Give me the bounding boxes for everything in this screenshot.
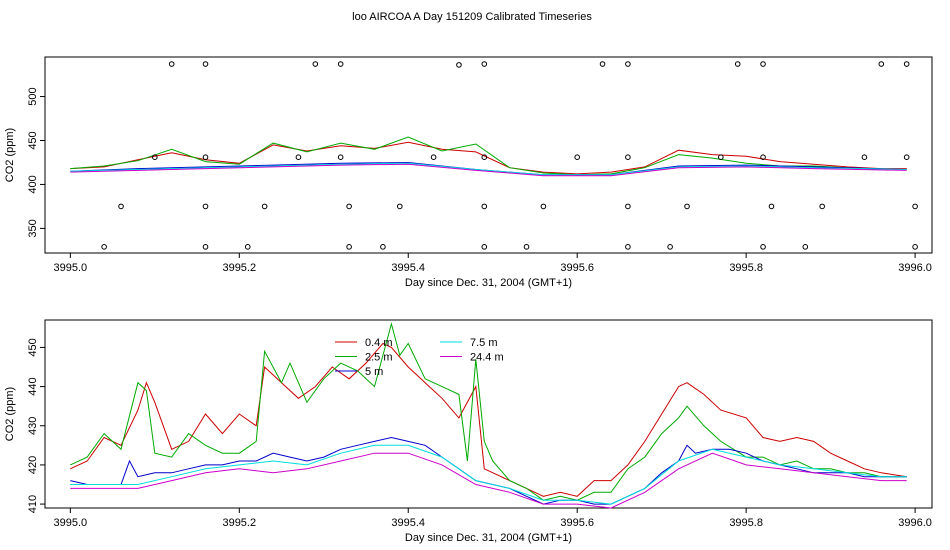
data-point (380, 244, 386, 250)
data-point (760, 61, 766, 67)
data-point (878, 61, 885, 67)
data-point (540, 203, 547, 210)
data-point (903, 61, 910, 67)
data-point (734, 61, 741, 67)
data-point (261, 203, 268, 210)
x-axis-label: Day since Dec. 31, 2004 (GMT+1) (405, 532, 572, 544)
data-point (481, 203, 488, 210)
y-tick-label: 440 (27, 377, 39, 395)
x-tick-label: 3995.8 (729, 262, 763, 274)
data-point (718, 154, 724, 160)
series-line-2-5-m (70, 321, 907, 501)
data-point (118, 203, 124, 210)
data-point (346, 203, 352, 210)
data-point (295, 154, 302, 160)
data-point (684, 203, 690, 210)
figure-title: loo AIRCOA A Day 151209 Calibrated Times… (352, 11, 592, 23)
data-point (430, 154, 437, 160)
data-point (481, 154, 488, 160)
series-line-7-5-m (70, 444, 907, 505)
data-point (625, 61, 631, 67)
x-tick-label: 3996.0 (898, 262, 932, 274)
series-line-4 (70, 163, 907, 177)
data-point (481, 244, 488, 250)
x-tick-label: 3995.2 (222, 517, 256, 529)
y-tick-label: 400 (27, 175, 39, 193)
data-point (574, 154, 581, 160)
data-point (152, 154, 158, 160)
data-point (625, 154, 631, 160)
data-point (456, 62, 462, 68)
data-point (819, 203, 825, 210)
x-tick-label: 3995.6 (560, 262, 594, 274)
y-axis-label: CO2 (ppm) (4, 128, 16, 182)
x-tick-label: 3995.0 (54, 517, 88, 529)
data-point (861, 154, 868, 160)
data-point (802, 244, 809, 250)
plot-frame (44, 319, 933, 509)
data-point (312, 61, 319, 67)
series-line-0-4-m (70, 342, 907, 497)
y-axis-label: CO2 (ppm) (4, 387, 16, 441)
y-tick-label: 450 (27, 338, 39, 356)
data-point (244, 244, 251, 250)
data-point (625, 203, 631, 210)
x-tick-label: 3995.6 (560, 517, 594, 529)
data-point (202, 244, 209, 250)
x-tick-label: 3995.2 (222, 262, 256, 274)
data-point (337, 61, 344, 67)
series-line-3 (70, 162, 907, 176)
data-point (760, 154, 766, 160)
data-point (202, 154, 209, 160)
bottom-panel-lines: 3995.0 3995.2 3995.4 3995.6 3995.8 3996.0 410 4… (4, 319, 933, 544)
legend-label: 24.4 m (470, 352, 504, 364)
data-point (481, 61, 488, 67)
x-axis-label: Day since Dec. 31, 2004 (GMT+1) (405, 277, 572, 289)
x-tick-label: 3995.0 (54, 262, 88, 274)
x-tick-label: 3996.0 (898, 517, 932, 529)
data-point (768, 203, 775, 210)
series-line-0 (70, 141, 907, 175)
data-point (168, 61, 175, 67)
legend-label: 5 m (365, 366, 383, 378)
data-point (599, 61, 606, 67)
top-panel-scatter: 3995.0 3995.2 3995.4 3995.6 3995.8 3996.0 350 4… (4, 56, 933, 289)
data-point (912, 244, 918, 250)
data-point (523, 244, 530, 250)
data-point (337, 154, 344, 160)
legend-label: 7.5 m (470, 337, 498, 349)
plot-frame (44, 56, 933, 254)
data-point (397, 203, 403, 210)
data-point (101, 244, 107, 250)
y-tick-label: 420 (27, 456, 39, 474)
legend-label: 0.4 m (365, 337, 393, 349)
x-tick-label: 3995.8 (729, 517, 763, 529)
data-point (760, 244, 766, 250)
y-tick-label: 450 (27, 131, 39, 149)
legend: 0.4 m 2.5 m 5 m 7.5 m 24.4 m (335, 337, 504, 378)
data-point (202, 61, 209, 67)
y-tick-label: 410 (27, 495, 39, 513)
data-point (903, 154, 910, 160)
series-line-24-4-m (70, 452, 907, 509)
y-tick-label: 430 (27, 417, 39, 435)
data-point (202, 203, 209, 210)
y-tick-label: 500 (27, 87, 39, 105)
data-point (625, 244, 631, 250)
x-tick-label: 3995.4 (391, 262, 425, 274)
data-point (346, 244, 352, 250)
x-tick-label: 3995.4 (391, 517, 425, 529)
y-tick-label: 350 (27, 219, 39, 237)
data-point (667, 244, 673, 250)
legend-label: 2.5 m (365, 352, 393, 364)
data-point (912, 203, 918, 210)
